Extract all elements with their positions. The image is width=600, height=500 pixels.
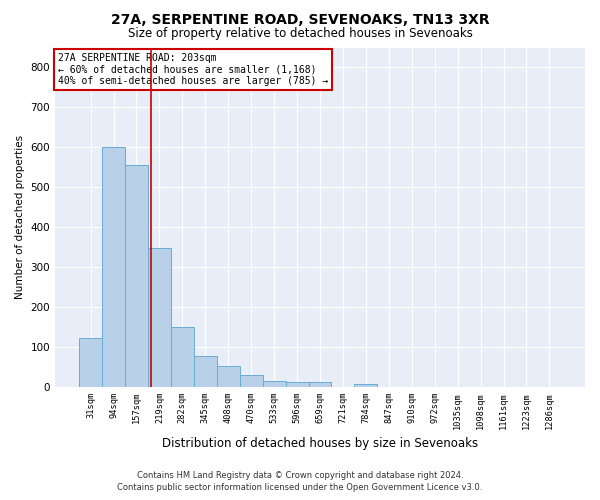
Bar <box>79 338 102 387</box>
Bar <box>217 366 240 387</box>
Bar <box>194 356 217 387</box>
Bar <box>308 382 331 387</box>
Bar <box>148 248 171 387</box>
Bar <box>355 384 377 387</box>
Bar <box>286 382 308 387</box>
Bar <box>171 327 194 387</box>
Bar <box>125 166 148 387</box>
Text: 27A, SERPENTINE ROAD, SEVENOAKS, TN13 3XR: 27A, SERPENTINE ROAD, SEVENOAKS, TN13 3X… <box>110 12 490 26</box>
Text: Contains HM Land Registry data © Crown copyright and database right 2024.
Contai: Contains HM Land Registry data © Crown c… <box>118 471 482 492</box>
Text: Size of property relative to detached houses in Sevenoaks: Size of property relative to detached ho… <box>128 28 472 40</box>
Text: 27A SERPENTINE ROAD: 203sqm
← 60% of detached houses are smaller (1,168)
40% of : 27A SERPENTINE ROAD: 203sqm ← 60% of det… <box>58 52 328 86</box>
Y-axis label: Number of detached properties: Number of detached properties <box>15 135 25 300</box>
X-axis label: Distribution of detached houses by size in Sevenoaks: Distribution of detached houses by size … <box>162 437 478 450</box>
Bar <box>102 148 125 387</box>
Bar <box>263 381 286 387</box>
Bar <box>240 375 263 387</box>
